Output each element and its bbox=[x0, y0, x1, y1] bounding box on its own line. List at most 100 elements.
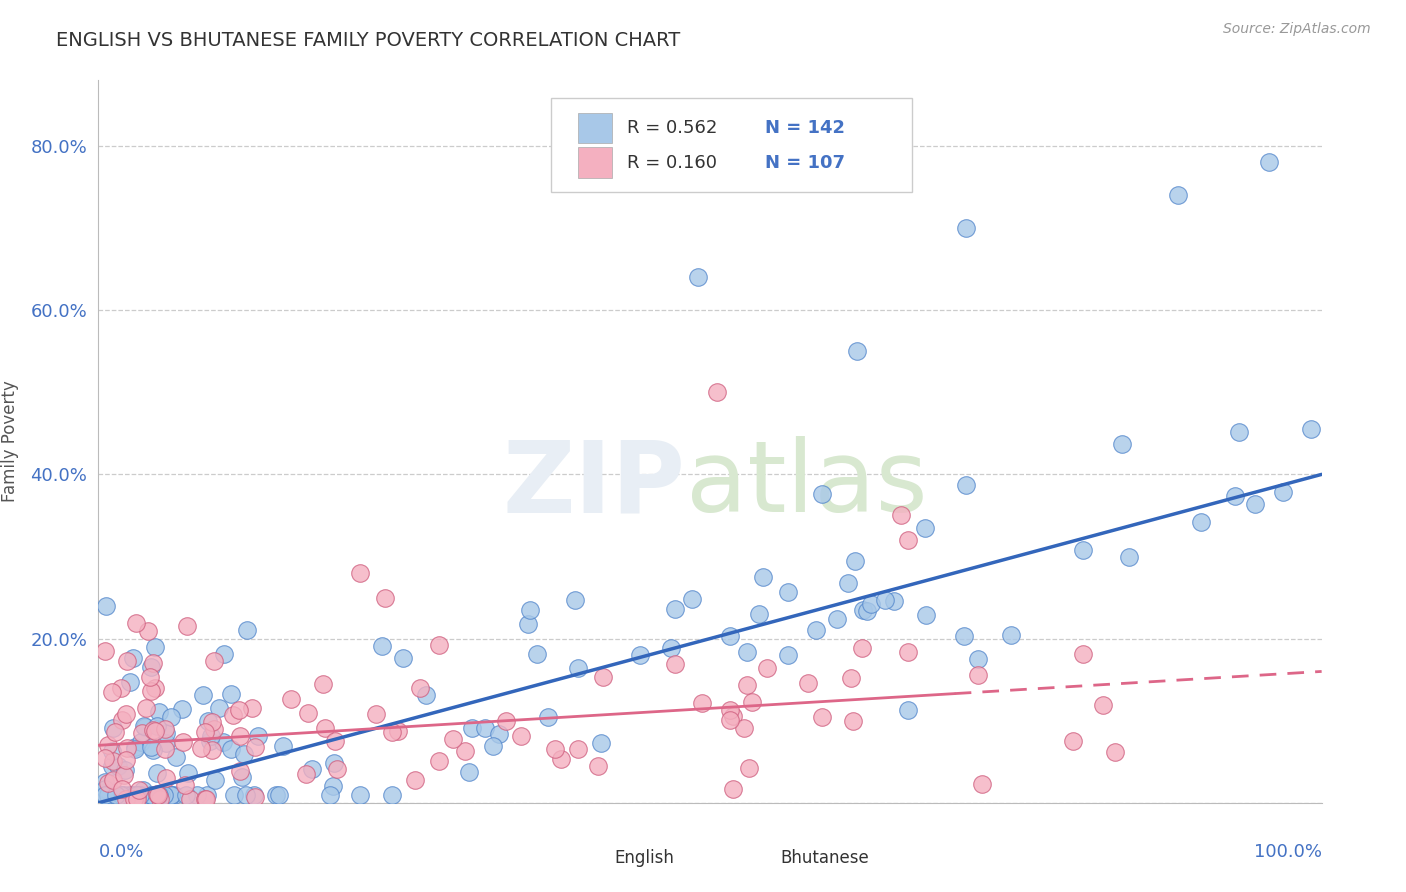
Point bbox=[138, 670, 160, 684]
Point bbox=[381, 724, 404, 739]
Text: Bhutanese: Bhutanese bbox=[780, 849, 869, 867]
Point bbox=[1111, 437, 1133, 451]
Point bbox=[967, 668, 990, 682]
Point bbox=[107, 759, 129, 773]
Point bbox=[131, 726, 153, 740]
Point bbox=[495, 714, 517, 728]
Point bbox=[915, 607, 938, 622]
Point bbox=[139, 739, 162, 754]
Point bbox=[101, 744, 124, 758]
Point bbox=[101, 685, 124, 699]
Point bbox=[103, 773, 125, 788]
Point bbox=[718, 629, 741, 643]
Point bbox=[148, 788, 170, 802]
Point bbox=[172, 734, 194, 748]
Point bbox=[111, 782, 134, 797]
Point bbox=[111, 713, 134, 727]
Point bbox=[146, 788, 169, 802]
Point bbox=[219, 742, 242, 756]
Point bbox=[96, 599, 118, 613]
Point bbox=[124, 615, 146, 630]
Point bbox=[148, 705, 170, 719]
Point bbox=[1071, 647, 1094, 661]
Point bbox=[1244, 497, 1267, 511]
Point bbox=[228, 764, 250, 779]
Point bbox=[231, 770, 253, 784]
Point bbox=[721, 781, 744, 796]
Point bbox=[148, 788, 170, 802]
Point bbox=[235, 788, 257, 802]
Text: Source: ZipAtlas.com: Source: ZipAtlas.com bbox=[1223, 22, 1371, 37]
Point bbox=[228, 703, 250, 717]
Point bbox=[846, 344, 869, 359]
Point bbox=[628, 648, 651, 662]
Point bbox=[246, 729, 269, 743]
Point bbox=[688, 270, 710, 285]
Point bbox=[201, 743, 224, 757]
Point bbox=[1227, 425, 1250, 440]
Point bbox=[110, 788, 132, 802]
Point bbox=[124, 788, 146, 802]
Point bbox=[143, 724, 166, 739]
Point bbox=[474, 721, 496, 735]
Point bbox=[112, 788, 135, 802]
Point bbox=[174, 778, 197, 792]
Point bbox=[718, 703, 741, 717]
Point bbox=[122, 651, 145, 665]
Point bbox=[955, 221, 977, 235]
Point bbox=[271, 739, 294, 753]
Point bbox=[139, 659, 162, 673]
FancyBboxPatch shape bbox=[569, 847, 600, 870]
Point bbox=[165, 750, 187, 764]
Point bbox=[115, 741, 138, 756]
Point bbox=[118, 788, 141, 802]
Point bbox=[224, 788, 246, 802]
Point bbox=[735, 678, 758, 692]
Point bbox=[124, 740, 146, 755]
FancyBboxPatch shape bbox=[578, 112, 612, 143]
Point bbox=[323, 734, 346, 748]
Point bbox=[738, 760, 761, 774]
Point bbox=[314, 722, 336, 736]
Point bbox=[219, 687, 242, 701]
Point bbox=[741, 695, 763, 709]
Point bbox=[170, 702, 193, 716]
Point bbox=[567, 742, 589, 756]
Point bbox=[427, 754, 450, 768]
Point bbox=[204, 773, 226, 788]
Point bbox=[664, 602, 686, 616]
Point bbox=[387, 724, 409, 739]
Point bbox=[159, 709, 181, 723]
Point bbox=[806, 623, 828, 637]
Point bbox=[155, 772, 177, 786]
Point bbox=[526, 647, 548, 661]
Point bbox=[146, 766, 169, 780]
Point bbox=[294, 766, 316, 780]
Point bbox=[301, 762, 323, 776]
Point bbox=[890, 508, 912, 523]
Point bbox=[94, 785, 117, 799]
Text: English: English bbox=[614, 849, 675, 867]
Point bbox=[145, 681, 167, 695]
Point bbox=[322, 756, 344, 771]
Point bbox=[837, 575, 859, 590]
Point bbox=[160, 788, 183, 802]
Text: R = 0.562: R = 0.562 bbox=[627, 119, 717, 137]
Text: N = 107: N = 107 bbox=[765, 153, 845, 171]
Point bbox=[201, 714, 224, 729]
Point bbox=[776, 648, 799, 663]
Point bbox=[176, 619, 198, 633]
Point bbox=[859, 597, 882, 611]
Point bbox=[883, 593, 905, 607]
Point bbox=[142, 656, 165, 670]
Point bbox=[488, 727, 510, 741]
Point bbox=[1223, 490, 1246, 504]
Point bbox=[132, 719, 155, 733]
Point bbox=[121, 788, 143, 802]
Point bbox=[457, 764, 479, 779]
Text: atlas: atlas bbox=[686, 436, 927, 533]
Point bbox=[897, 645, 920, 659]
Point bbox=[706, 385, 728, 400]
Point bbox=[810, 710, 832, 724]
Point bbox=[349, 566, 371, 580]
